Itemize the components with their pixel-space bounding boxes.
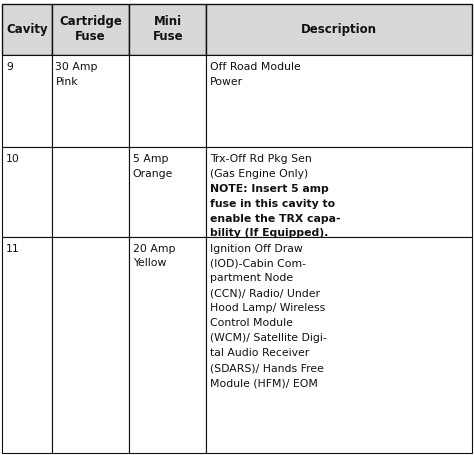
Text: Pink: Pink [55, 76, 78, 86]
Bar [2, 147, 52, 237]
Text: (CCN)/ Radio/ Under: (CCN)/ Radio/ Under [210, 288, 320, 298]
Text: Trx-Off Rd Pkg Sen: Trx-Off Rd Pkg Sen [210, 154, 312, 164]
Text: 10: 10 [6, 154, 20, 164]
Text: Description: Description [301, 23, 377, 36]
Bar [52, 56, 129, 147]
Text: fuse in this cavity to: fuse in this cavity to [210, 198, 336, 208]
Text: Off Road Module: Off Road Module [210, 62, 301, 71]
Text: NOTE: Insert 5 amp: NOTE: Insert 5 amp [210, 184, 329, 194]
Text: Control Module: Control Module [210, 318, 293, 329]
Bar [129, 56, 207, 147]
Text: 20 Amp: 20 Amp [133, 243, 175, 253]
Bar [207, 56, 472, 147]
Bar [129, 147, 207, 237]
Bar [52, 4, 129, 56]
Text: (WCM)/ Satellite Digi-: (WCM)/ Satellite Digi- [210, 333, 327, 343]
Text: Module (HFM)/ EOM: Module (HFM)/ EOM [210, 378, 318, 388]
Bar [207, 147, 472, 237]
Text: Yellow: Yellow [133, 258, 166, 268]
Text: Ignition Off Draw: Ignition Off Draw [210, 243, 303, 253]
Bar [52, 237, 129, 453]
Text: tal Audio Receiver: tal Audio Receiver [210, 348, 310, 358]
Bar [207, 237, 472, 453]
Text: (SDARS)/ Hands Free: (SDARS)/ Hands Free [210, 363, 324, 373]
Text: partment Node: partment Node [210, 273, 293, 283]
Bar [129, 4, 207, 56]
Bar [2, 4, 52, 56]
Text: 11: 11 [6, 243, 20, 253]
Text: Orange: Orange [133, 169, 173, 179]
Text: 5 Amp: 5 Amp [133, 154, 168, 164]
Bar [2, 56, 52, 147]
Bar [207, 4, 472, 56]
Text: 9: 9 [6, 62, 13, 71]
Text: enable the TRX capa-: enable the TRX capa- [210, 213, 341, 223]
Bar [52, 147, 129, 237]
Bar [129, 237, 207, 453]
Text: Mini
Fuse: Mini Fuse [153, 15, 183, 44]
Text: Cartridge
Fuse: Cartridge Fuse [59, 15, 122, 44]
Text: Hood Lamp/ Wireless: Hood Lamp/ Wireless [210, 303, 326, 313]
Text: 30 Amp: 30 Amp [55, 62, 98, 71]
Text: Cavity: Cavity [6, 23, 48, 36]
Text: bility (If Equipped).: bility (If Equipped). [210, 228, 328, 238]
Text: (Gas Engine Only): (Gas Engine Only) [210, 169, 309, 179]
Bar [2, 237, 52, 453]
Text: (IOD)-Cabin Com-: (IOD)-Cabin Com- [210, 258, 306, 268]
Text: Power: Power [210, 76, 244, 86]
